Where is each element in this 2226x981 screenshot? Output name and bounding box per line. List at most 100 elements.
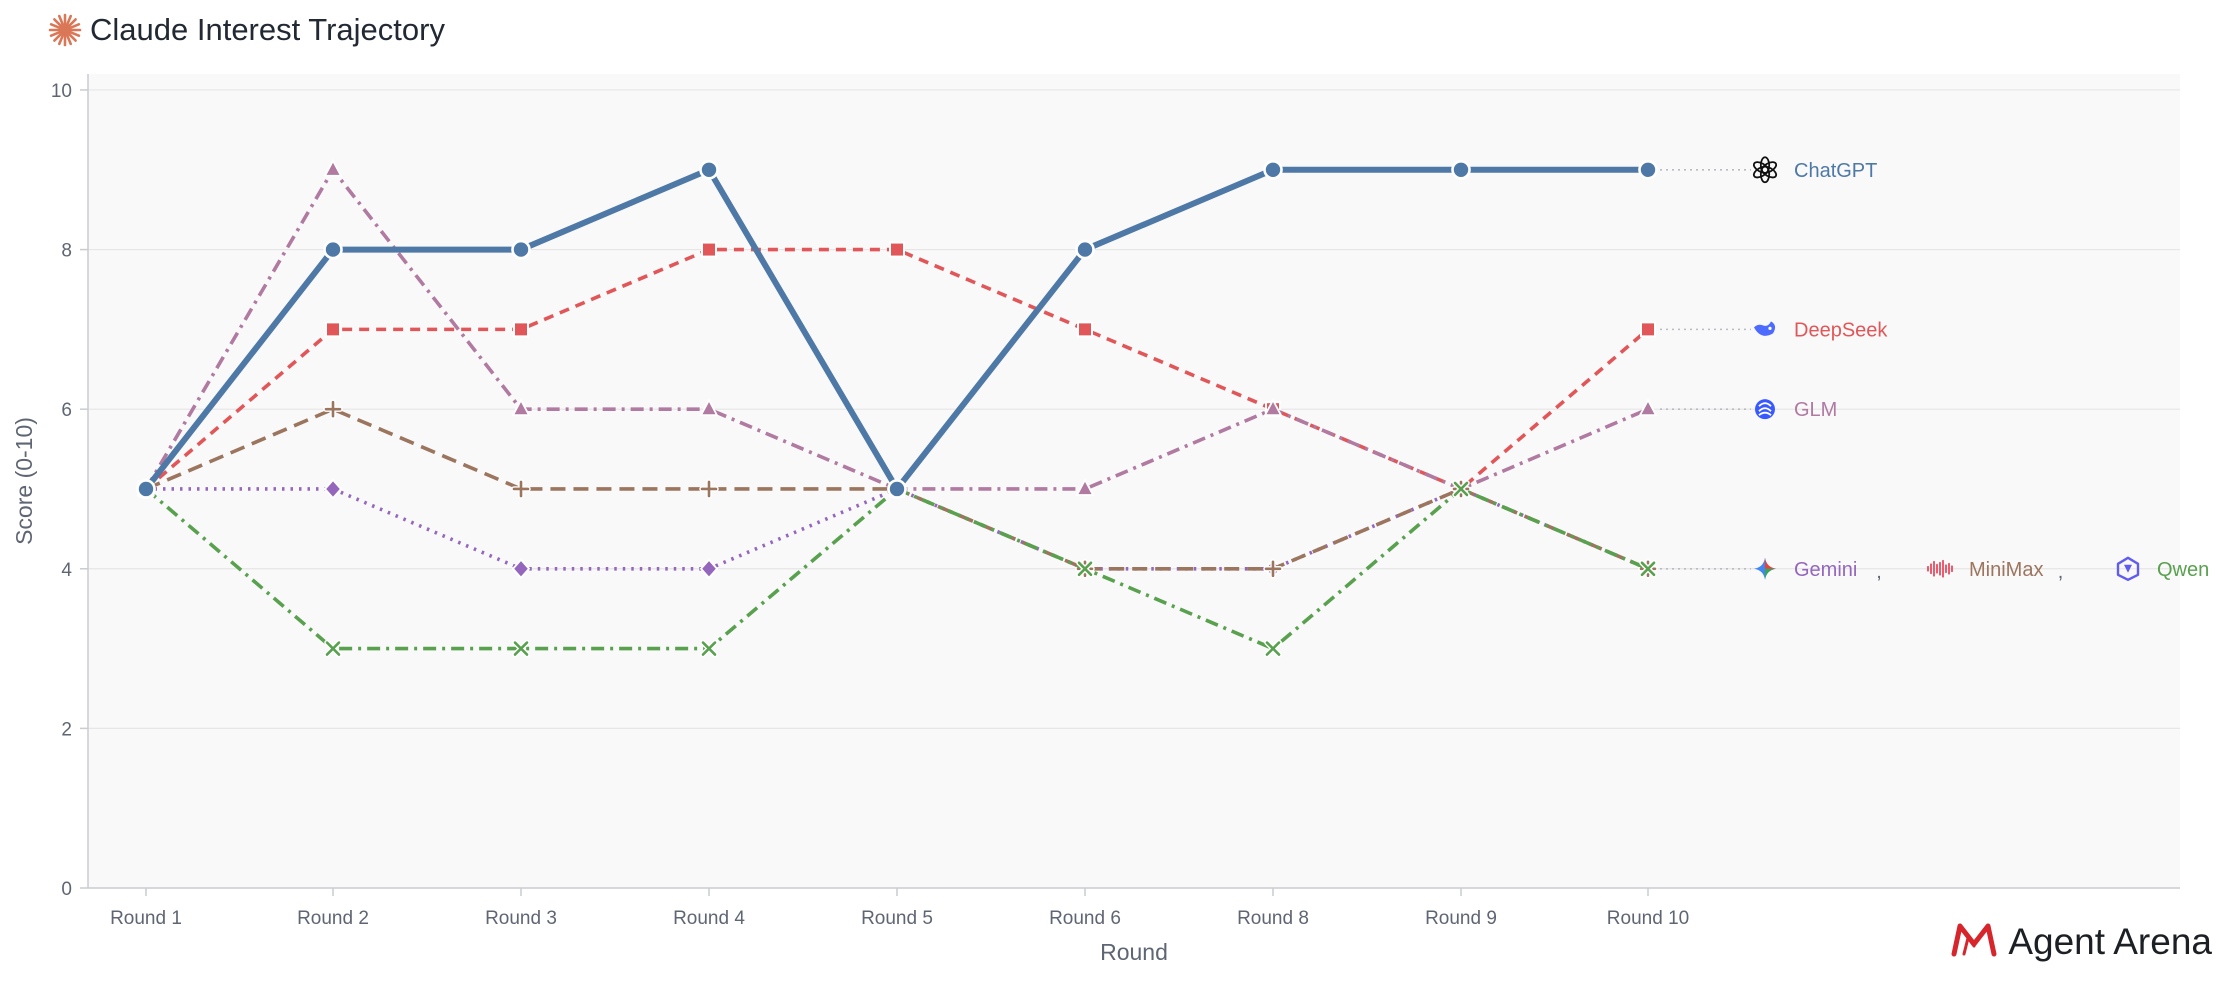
- end-label-glm: GLM: [1794, 399, 1837, 421]
- y-tick-label: 2: [61, 719, 72, 740]
- qwen-hex: [2116, 556, 2140, 581]
- end-label-group: GLM: [1660, 399, 1837, 421]
- data-point-qwen: [1264, 639, 1282, 658]
- data-point-deepseek: [1077, 321, 1093, 338]
- end-label-chatgpt: ChatGPT: [1794, 160, 1877, 182]
- data-point-chatgpt: [1263, 159, 1283, 180]
- openai-petal: [1752, 161, 1770, 174]
- chart-title: Claude Interest Trajectory: [90, 12, 445, 47]
- marker-stroke: [1265, 641, 1281, 656]
- label-separator: ,: [1876, 561, 1882, 583]
- end-label-minimax: MiniMax: [1969, 559, 2043, 581]
- data-point-deepseek: [325, 321, 341, 338]
- y-tick-label: 8: [61, 241, 72, 262]
- data-point-glm: [699, 398, 719, 417]
- data-point-minimax: [511, 479, 531, 499]
- data-point-glm: [511, 398, 531, 417]
- marker-stroke: [1453, 481, 1469, 497]
- data-point-qwen: [324, 639, 342, 658]
- marker-stroke: [512, 480, 530, 498]
- x-tick-label: Round 1: [110, 908, 182, 929]
- end-label-group: Gemini, MiniMax, Qwen: [1660, 556, 2209, 583]
- chart-title-group: Claude Interest Trajectory: [48, 10, 445, 50]
- series-chatgpt: [136, 159, 1658, 499]
- data-point-qwen: [512, 639, 530, 658]
- data-point-chatgpt: [1638, 159, 1658, 180]
- y-axis: 0 2 4 6 8 10: [51, 74, 89, 900]
- y-tick-label: 0: [61, 879, 72, 900]
- series-line-deepseek: [144, 247, 1650, 491]
- end-label-group: DeepSeek: [1660, 319, 1888, 341]
- data-point-glm: [1075, 478, 1095, 496]
- end-label-gemini: Gemini: [1794, 559, 1857, 581]
- gemini-quad-red: [1765, 557, 1776, 569]
- data-point-minimax: [699, 479, 719, 499]
- data-point-glm: [1263, 398, 1283, 417]
- gridlines: [88, 89, 2180, 729]
- y-tick-label: 4: [61, 560, 72, 581]
- data-point-chatgpt: [699, 159, 719, 180]
- x-tick-label: Round 4: [673, 908, 745, 929]
- y-tick-label: 6: [61, 400, 72, 421]
- glm-logo-icon: [1755, 399, 1775, 420]
- brand-name: Agent Arena: [2008, 920, 2212, 962]
- marker-stroke: [1264, 560, 1282, 578]
- minimax-wave-icon: [1927, 559, 1953, 578]
- qwen-logo-icon: [2116, 556, 2140, 581]
- data-point-minimax: [1263, 559, 1283, 579]
- x-axis-title: Round: [1100, 939, 1168, 965]
- data-point-gemini: [511, 558, 531, 580]
- plot-background: [88, 74, 2180, 888]
- label-separator: ,: [2058, 561, 2064, 583]
- data-point-minimax: [323, 399, 343, 419]
- data-point-chatgpt: [1451, 159, 1471, 180]
- marker-stroke: [513, 641, 529, 656]
- agent-arena-logo-icon: [1950, 920, 1998, 963]
- marker-stroke: [1077, 561, 1093, 577]
- x-tick-label: Round 8: [1237, 908, 1309, 929]
- end-label-group: ChatGPT: [1660, 156, 1877, 184]
- x-tick-label: Round 5: [861, 908, 933, 929]
- data-point-qwen: [1639, 560, 1657, 578]
- data-point-gemini: [699, 558, 719, 580]
- end-labels: Gemini, MiniMax, Qwen GLM DeepSeek ChatGPT: [1660, 156, 2209, 583]
- x-tick-label: Round 3: [485, 908, 557, 929]
- data-point-deepseek: [701, 241, 717, 258]
- data-point-chatgpt: [511, 239, 531, 260]
- marker-stroke: [700, 480, 718, 498]
- openai-logo-icon: [1752, 156, 1778, 184]
- x-tick-label: Round 6: [1049, 908, 1121, 929]
- whale-body: [1754, 321, 1776, 336]
- data-point-deepseek: [1640, 321, 1656, 338]
- data-point-qwen: [1452, 480, 1470, 498]
- data-point-glm: [323, 158, 343, 177]
- data-point-chatgpt: [1075, 239, 1095, 260]
- data-point-gemini: [323, 478, 343, 500]
- y-axis-title: Score (0-10): [11, 417, 37, 545]
- data-point-qwen: [1076, 560, 1094, 578]
- x-axis: Round 1 Round 2 Round 3 Round 4 Round 5 Round…: [88, 887, 2180, 929]
- end-label-deepseek: DeepSeek: [1794, 319, 1888, 341]
- glm-disc: [1755, 399, 1775, 420]
- data-point-qwen: [700, 639, 718, 658]
- qwen-center: [2124, 564, 2132, 573]
- whale-eye: [1768, 326, 1772, 330]
- data-point-deepseek: [889, 241, 905, 258]
- deepseek-whale-icon: [1754, 321, 1776, 336]
- marker-stroke: [325, 641, 341, 656]
- marker-stroke: [324, 400, 342, 418]
- gemini-sparkle-icon: [1754, 557, 1776, 580]
- data-point-chatgpt: [323, 239, 343, 260]
- glm-waves: [1758, 402, 1772, 416]
- gemini-quad-green: [1765, 568, 1776, 580]
- x-tick-label: Round 10: [1607, 908, 1689, 929]
- x-tick-label: Round 9: [1425, 908, 1497, 929]
- data-point-chatgpt: [136, 479, 156, 499]
- marker-stroke: [1640, 561, 1656, 577]
- end-label-qwen: Qwen: [2157, 559, 2209, 581]
- data-point-deepseek: [513, 321, 529, 338]
- x-tick-label: Round 2: [297, 908, 369, 929]
- data-point-chatgpt: [887, 479, 907, 499]
- claude-sunburst-icon: [48, 13, 82, 47]
